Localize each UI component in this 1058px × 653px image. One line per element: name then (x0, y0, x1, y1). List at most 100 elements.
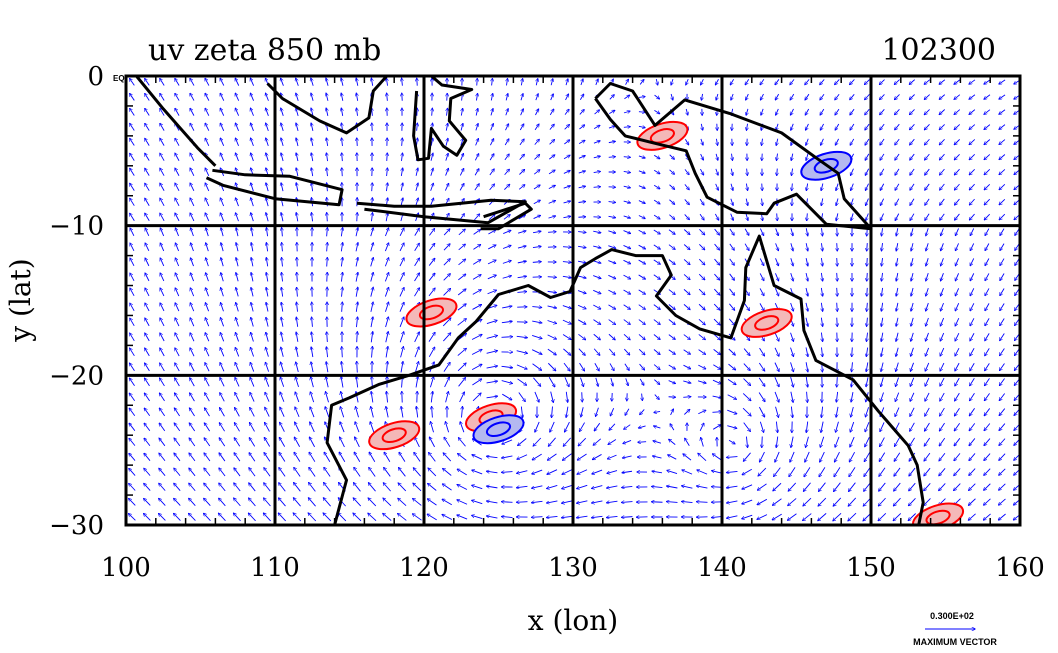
wind-vector (205, 378, 210, 387)
y-tick-labels: 0 −10 −20 −30 (49, 62, 104, 541)
wind-vector (504, 139, 509, 146)
vector-legend: 0.300E+02 MAXIMUM VECTOR (913, 611, 997, 647)
wind-vector (473, 230, 481, 235)
wind-vector (506, 79, 507, 86)
wind-vector (356, 243, 358, 252)
wind-vector (415, 437, 420, 448)
wind-vector (144, 438, 151, 446)
wind-vector (852, 347, 853, 356)
wind-vector (281, 153, 284, 162)
wind-vector (190, 213, 195, 222)
wind-vector (501, 366, 513, 367)
wind-vector (368, 498, 377, 507)
wind-vector (310, 422, 315, 433)
wind-vector (502, 439, 513, 444)
wind-vector (501, 337, 513, 338)
wind-vector (341, 108, 342, 116)
wind-vector (474, 154, 478, 161)
wind-vector (264, 483, 271, 492)
wind-vector (486, 336, 498, 339)
wind-vector (324, 467, 331, 477)
wind-vector (160, 153, 165, 161)
wind-vector (638, 112, 645, 113)
wind-vector (251, 228, 253, 237)
wind-vector (354, 452, 361, 462)
wind-vector (160, 108, 165, 116)
wind-vector (372, 377, 373, 388)
wind-vector (205, 93, 210, 101)
wind-vector (323, 513, 332, 522)
wind-vector (236, 198, 239, 207)
wind-vector (518, 438, 527, 446)
wind-vector (357, 362, 358, 373)
wind-vector (549, 155, 554, 160)
wind-vector (310, 392, 315, 403)
wind-vector (281, 183, 283, 192)
wind-vector (294, 452, 301, 462)
wind-vector (205, 303, 210, 312)
x-tick-label: 150 (846, 553, 896, 583)
wind-vector (683, 397, 690, 398)
wind-vector (249, 468, 256, 477)
wind-vector (251, 318, 254, 327)
wind-vector (130, 94, 135, 101)
wind-vector (130, 138, 135, 146)
wind-vector (458, 229, 465, 236)
wind-vector (416, 407, 417, 418)
wind-vector (266, 347, 269, 357)
wind-vector (534, 391, 539, 402)
wind-vector (867, 272, 868, 281)
wind-vector (371, 78, 372, 86)
wind-vector (443, 244, 450, 251)
wind-vector (550, 94, 554, 101)
wind-vector (457, 500, 468, 505)
wind-vector (324, 452, 331, 462)
wind-vector (205, 333, 210, 342)
wind-vector (189, 483, 196, 492)
wind-vector (235, 138, 239, 147)
wind-vector (220, 363, 225, 372)
wind-vector (338, 513, 347, 522)
wind-vector (428, 468, 437, 477)
wind-vector (249, 483, 256, 492)
wind-vector (547, 277, 556, 278)
wind-vector (279, 468, 286, 477)
wind-vector (462, 407, 463, 418)
wind-vector (294, 437, 301, 447)
wind-vector (250, 423, 255, 432)
wind-vector (130, 348, 135, 357)
wind-vector (777, 213, 778, 220)
wind-vector (326, 138, 327, 147)
wind-vector (235, 348, 240, 357)
wind-vector (370, 273, 374, 282)
wind-vector (369, 452, 376, 462)
wind-vector (190, 393, 195, 402)
wind-vector (342, 347, 343, 358)
wind-vector (384, 468, 391, 477)
wind-vector (417, 78, 418, 86)
x-tick-label: 160 (995, 553, 1045, 583)
wind-vector (532, 469, 543, 474)
wind-vector (837, 243, 838, 251)
wind-vector (487, 456, 498, 457)
wind-vector (265, 407, 270, 417)
wind-vector (472, 500, 483, 505)
wind-vector (369, 468, 376, 477)
wind-vector (471, 364, 482, 371)
wind-vector (492, 79, 493, 86)
wind-vector (266, 123, 269, 132)
x-tick-labels: 100 110 120 130 140 150 160 (101, 553, 1045, 583)
wind-vector (129, 499, 136, 506)
wind-vector (414, 228, 419, 236)
wind-vector (160, 93, 165, 101)
wind-vector (398, 498, 407, 507)
wind-vector (205, 213, 210, 222)
wind-vector (401, 183, 403, 192)
wind-vector (472, 305, 482, 310)
wind-vector (204, 513, 211, 521)
wind-vector (414, 452, 421, 462)
wind-vector (340, 437, 345, 448)
wind-vector (457, 469, 467, 476)
wind-vector (296, 168, 298, 177)
wind-vector (311, 123, 313, 132)
